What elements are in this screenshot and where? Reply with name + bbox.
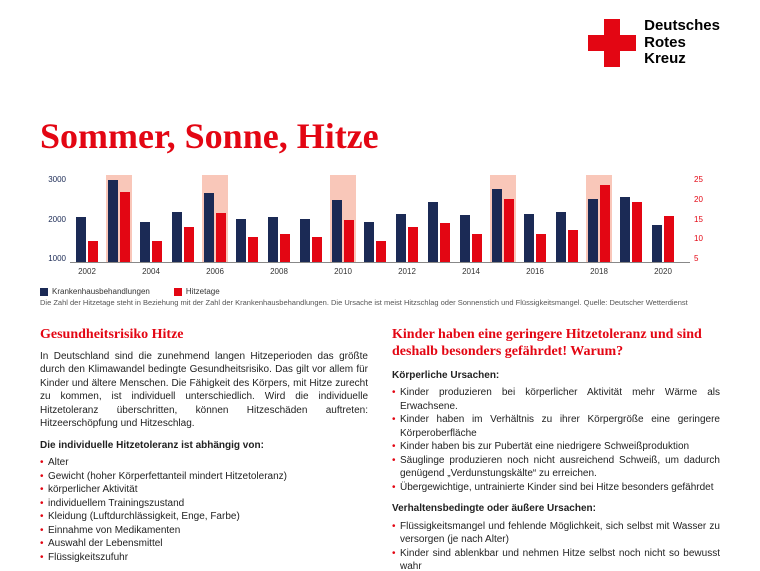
legend-label: Krankenhausbehandlungen (52, 287, 150, 296)
chart-bar-hosp (300, 219, 310, 262)
chart-x-label: 2006 (206, 267, 224, 276)
list-item: Übergewichtige, untrainierte Kinder sind… (392, 481, 720, 495)
list-item: Einnahme von Medikamenten (40, 524, 368, 538)
chart-y-axis-right: 252015105 (690, 175, 720, 263)
legend-swatch-blue (40, 288, 48, 296)
chart-bar-days (312, 237, 322, 262)
chart-bar-days (600, 185, 610, 262)
chart-x-axis: 2002 2004 2006 2008 2010 2012 2014 2016 2018 2020 (70, 265, 690, 283)
right-subheading-2: Verhaltensbedingte oder äußere Ursachen: (392, 502, 720, 516)
chart-bar-days (568, 230, 578, 262)
chart-bar-hosp (524, 214, 534, 262)
list-item: Kinder haben bis zur Pubertät eine niedr… (392, 440, 720, 454)
chart-bar-hosp (204, 193, 214, 262)
chart-bar-hosp (236, 219, 246, 262)
list-item: Gewicht (hoher Körperfettanteil mindert … (40, 470, 368, 484)
chart-bar-hosp (268, 217, 278, 262)
chart-bar-days (280, 234, 290, 262)
chart-x-label: 2002 (78, 267, 96, 276)
chart-x-label: 2018 (590, 267, 608, 276)
chart-bar-days (664, 216, 674, 262)
page-title: Sommer, Sonne, Hitze (40, 115, 720, 157)
list-item: Kinder haben im Verhältnis zu ihrer Körp… (392, 413, 720, 440)
chart-x-label: 2014 (462, 267, 480, 276)
list-item: Alter (40, 456, 368, 470)
legend-label: Hitzetage (186, 287, 220, 296)
legend-item-days: Hitzetage (174, 287, 220, 296)
chart-bar-days (376, 241, 386, 262)
column-left: Gesundheitsrisiko Hitze In Deutschland s… (40, 327, 368, 571)
chart-plot-area (70, 175, 690, 263)
chart-caption: Die Zahl der Hitzetage steht in Beziehun… (40, 298, 720, 307)
legend-swatch-red (174, 288, 182, 296)
chart-x-label: 2016 (526, 267, 544, 276)
chart-bar-days (632, 202, 642, 262)
chart-bar-days (472, 234, 482, 262)
list-item: Kinder produzieren bei körperlicher Akti… (392, 386, 720, 413)
chart-bar-days (216, 213, 226, 262)
chart-bar-hosp (76, 217, 86, 262)
red-cross-icon (588, 19, 636, 67)
chart-bar-days (536, 234, 546, 262)
right-bullet-list-2: Flüssigkeitsmangel und fehlende Möglichk… (392, 520, 720, 571)
logo: Deutsches Rotes Kreuz (588, 18, 720, 68)
list-item: Kinder sind ablenkbar und nehmen Hitze s… (392, 547, 720, 571)
chart: 300020001000 252015105 20022004200620082… (40, 175, 720, 283)
list-item: Flüssigkeitszufuhr (40, 551, 368, 565)
legend-item-hosp: Krankenhausbehandlungen (40, 287, 150, 296)
body-columns: Gesundheitsrisiko Hitze In Deutschland s… (40, 327, 720, 571)
list-item: Auswahl der Lebensmittel (40, 537, 368, 551)
list-item: Säuglinge produzieren noch nicht ausreic… (392, 454, 720, 481)
chart-y-axis-left: 300020001000 (40, 175, 70, 263)
chart-bar-days (504, 199, 514, 262)
left-bullet-list: AlterGewicht (hoher Körperfettanteil min… (40, 456, 368, 564)
list-item: körperlicher Aktivität (40, 483, 368, 497)
chart-bar-hosp (332, 200, 342, 262)
chart-bar-hosp (364, 222, 374, 262)
left-heading: Gesundheitsrisiko Hitze (40, 327, 368, 344)
chart-bar-hosp (140, 222, 150, 262)
chart-bar-days (344, 220, 354, 262)
chart-bar-days (440, 223, 450, 262)
chart-x-label: 2010 (334, 267, 352, 276)
chart-bar-hosp (460, 215, 470, 262)
chart-x-label: 2004 (142, 267, 160, 276)
right-subheading-1: Körperliche Ursachen: (392, 369, 720, 383)
list-item: Kleidung (Luftdurchlässigkeit, Enge, Far… (40, 510, 368, 524)
chart-bar-hosp (492, 189, 502, 262)
left-subheading: Die individuelle Hitzetoleranz ist abhän… (40, 439, 368, 453)
right-bullet-list-1: Kinder produzieren bei körperlicher Akti… (392, 386, 720, 494)
page: Deutsches Rotes Kreuz Sommer, Sonne, Hit… (0, 0, 760, 571)
chart-bar-hosp (428, 202, 438, 262)
chart-bar-days (152, 241, 162, 262)
chart-bar-days (408, 227, 418, 262)
chart-bar-hosp (588, 199, 598, 262)
right-heading: Kinder haben eine geringere Hitzetoleran… (392, 327, 720, 361)
chart-x-label: 2012 (398, 267, 416, 276)
logo-text: Deutsches Rotes Kreuz (644, 18, 720, 68)
chart-bar-hosp (108, 180, 118, 262)
chart-bar-hosp (652, 225, 662, 262)
chart-x-label: 2008 (270, 267, 288, 276)
chart-bar-hosp (172, 212, 182, 262)
chart-bar-days (184, 227, 194, 262)
chart-bar-hosp (620, 197, 630, 262)
column-right: Kinder haben eine geringere Hitzetoleran… (392, 327, 720, 571)
chart-bar-days (88, 241, 98, 262)
list-item: individuellem Trainingszustand (40, 497, 368, 511)
list-item: Flüssigkeitsmangel und fehlende Möglichk… (392, 520, 720, 547)
chart-legend: Krankenhausbehandlungen Hitzetage (40, 287, 720, 296)
chart-bar-days (248, 237, 258, 262)
chart-bar-hosp (556, 212, 566, 262)
chart-x-label: 2020 (654, 267, 672, 276)
left-paragraph: In Deutschland sind die zunehmend langen… (40, 350, 368, 431)
chart-bar-hosp (396, 214, 406, 262)
chart-bar-days (120, 192, 130, 262)
